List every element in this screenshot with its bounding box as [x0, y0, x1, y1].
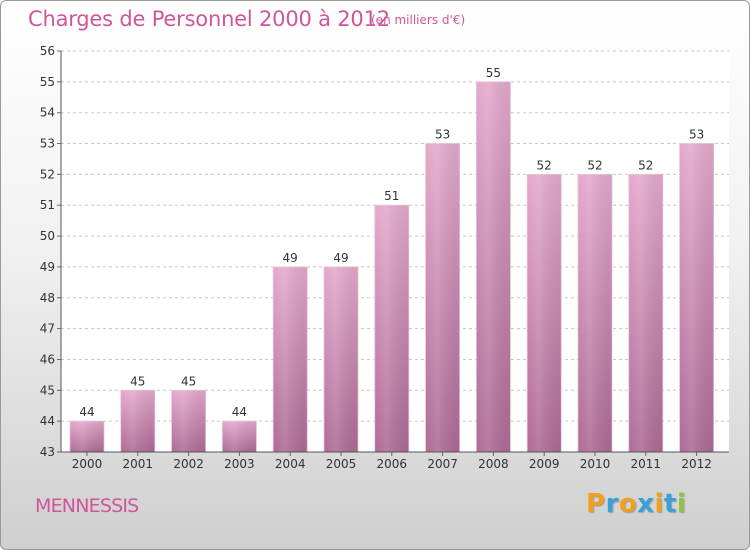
logo-letter: i	[676, 489, 687, 519]
bar-value-label: 45	[130, 374, 145, 388]
x-tick-label: 2012	[681, 457, 712, 471]
logo-letter: x	[637, 489, 655, 519]
bar-shine	[628, 174, 663, 452]
bar-value-label: 52	[587, 158, 602, 172]
x-tick-label: 2011	[631, 457, 662, 471]
proxiti-logo: Proxiti	[586, 489, 686, 519]
bar-value-label: 53	[435, 128, 450, 142]
bar-value-label: 49	[333, 251, 348, 265]
bar-shine	[324, 266, 358, 452]
y-axis: 43 44 45 46 47 48 49 50 51 52 53 54 55 56	[40, 44, 62, 459]
y-tick-label: 47	[40, 322, 55, 336]
logo-letter: i	[654, 489, 664, 519]
region-name: MENNESSIS	[35, 495, 139, 517]
logo-letter: t	[663, 489, 677, 519]
bar-value-label: 53	[689, 128, 704, 142]
logo-letter: P	[586, 489, 606, 519]
y-tick-label: 48	[40, 291, 55, 305]
y-tick-label: 52	[40, 167, 55, 181]
x-tick-label: 2007	[427, 457, 458, 471]
bar-shine	[578, 174, 612, 452]
bar-value-label: 52	[638, 158, 653, 172]
y-tick-label: 53	[40, 137, 55, 151]
y-tick-label: 49	[40, 260, 55, 274]
bar-shine	[527, 174, 562, 452]
bar-value-label: 44	[232, 405, 247, 419]
y-tick-label: 50	[40, 229, 55, 243]
y-tick-label: 43	[40, 445, 55, 459]
x-tick-label: 2000	[72, 457, 103, 471]
bar-value-label: 55	[486, 66, 501, 80]
bar-shine	[425, 143, 460, 453]
chart-unit: (en milliers d'€)	[371, 13, 466, 27]
logo-letter: o	[618, 489, 638, 519]
x-tick-label: 2009	[529, 457, 560, 471]
x-tick-label: 2002	[173, 457, 204, 471]
bars: 44 45 45 44 49 49 51 53 55 52 52 52 53	[69, 66, 714, 453]
bar-shine	[222, 421, 257, 452]
x-tick-label: 2006	[377, 457, 408, 471]
x-tick-label: 2008	[478, 457, 509, 471]
bar-value-label: 52	[537, 158, 552, 172]
y-tick-label: 55	[40, 75, 55, 89]
x-tick-label: 2005	[326, 457, 357, 471]
y-tick-label: 45	[40, 383, 55, 397]
bar-shine	[273, 266, 308, 452]
y-tick-label: 44	[40, 414, 55, 428]
x-tick-label: 2003	[224, 457, 255, 471]
logo-letter: r	[605, 489, 619, 519]
x-tick-label: 2004	[275, 457, 306, 471]
bar-value-label: 49	[283, 251, 298, 265]
bar-shine	[171, 390, 206, 452]
bar-value-label: 51	[384, 189, 399, 203]
y-tick-label: 54	[40, 106, 55, 120]
bar-value-label: 44	[79, 405, 94, 419]
y-tick-label: 51	[40, 198, 55, 212]
bar-shine	[374, 205, 409, 452]
bar-shine	[70, 421, 104, 452]
y-tick-label: 56	[40, 44, 55, 58]
x-axis: 2000 2001 2002 2003 2004 2005 2006 2007 2008 2009…	[61, 451, 729, 471]
chart-title: Charges de Personnel 2000 à 2012	[28, 7, 390, 31]
y-tick-label: 46	[40, 352, 55, 366]
bar-shine	[476, 81, 511, 452]
bar-shine	[679, 143, 714, 453]
bar-value-label: 45	[181, 374, 196, 388]
x-tick-label: 2010	[580, 457, 611, 471]
bar-shine	[120, 390, 155, 452]
x-tick-label: 2001	[123, 457, 154, 471]
